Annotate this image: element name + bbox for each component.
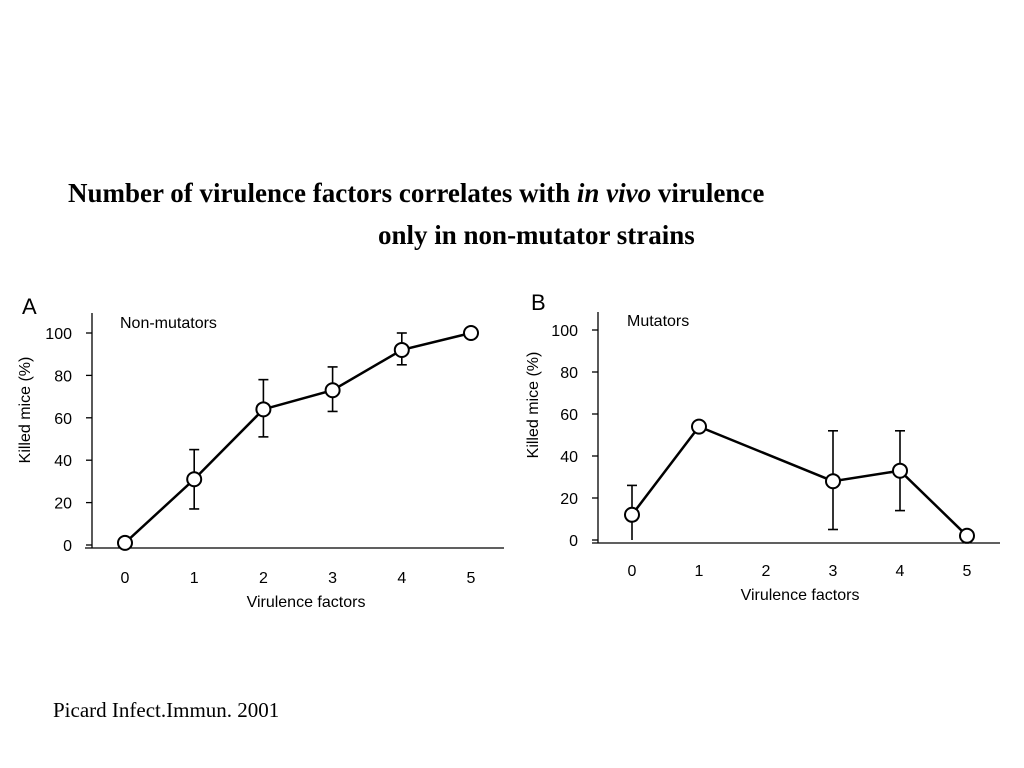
- data-point: [825, 473, 841, 490]
- panel-label: A: [22, 294, 37, 319]
- data-point: [463, 325, 479, 341]
- slide-title-line2: only in non-mutator strains: [378, 220, 695, 250]
- title-text-pre: Number of virulence factors correlates w…: [68, 178, 577, 208]
- y-tick-label: 60: [54, 411, 72, 428]
- x-tick-label: 3: [328, 570, 337, 587]
- x-tick-label: 1: [190, 570, 199, 587]
- series-line: [631, 425, 968, 537]
- data-point: [324, 382, 341, 399]
- x-tick-label: 2: [762, 563, 771, 580]
- x-tick-label: 5: [963, 563, 972, 580]
- chart-panel-a: A Non-mutators 0 20 40 60 80 100 0 1 2 3 4 5 Virulence…: [17, 294, 504, 611]
- data-point: [186, 471, 203, 488]
- x-tick-label: 1: [695, 563, 704, 580]
- y-tick-label: 20: [560, 491, 578, 508]
- y-tick-label: 100: [45, 326, 72, 343]
- x-tick-label: 2: [259, 570, 268, 587]
- data-point: [892, 462, 908, 479]
- y-tick-label: 80: [54, 368, 72, 385]
- citation: Picard Infect.Immun. 2001: [53, 698, 280, 722]
- y-tick-label: 80: [560, 365, 578, 382]
- chart-title: Non-mutators: [120, 315, 217, 332]
- title-text-post: virulence: [651, 178, 765, 208]
- data-point: [959, 527, 975, 544]
- title-text-italic: in vivo: [576, 178, 652, 208]
- x-tick-label: 4: [397, 570, 406, 587]
- x-tick-label: 3: [829, 563, 838, 580]
- x-tick-label: 0: [628, 563, 637, 580]
- y-tick-label: 40: [54, 453, 72, 470]
- y-tick-label: 40: [560, 449, 578, 466]
- data-point: [624, 506, 640, 523]
- y-tick-label: 60: [560, 407, 578, 424]
- slide-title-line1: Number of virulence factors correlates w…: [68, 172, 764, 214]
- data-point: [117, 534, 133, 551]
- y-axis-label: Killed mice (%): [17, 357, 34, 464]
- y-tick-label: 20: [54, 496, 72, 513]
- series-line: [124, 331, 472, 544]
- data-point: [255, 401, 272, 418]
- data-point: [691, 418, 707, 435]
- x-axis-label: Virulence factors: [741, 587, 860, 604]
- x-tick-label: 0: [121, 570, 130, 587]
- x-tick-label: 4: [896, 563, 905, 580]
- y-tick-label: 100: [551, 323, 578, 340]
- chart-panel-b: B Mutators 0 20 40 60 80 100 0 1 2 3 4 5 Virulence fac…: [525, 290, 1000, 604]
- y-tick-label: 0: [63, 538, 72, 555]
- data-point: [393, 341, 410, 358]
- x-tick-label: 5: [467, 570, 476, 587]
- panel-label: B: [531, 290, 546, 315]
- chart-title: Mutators: [627, 313, 689, 330]
- y-axis-label: Killed mice (%): [525, 352, 542, 459]
- x-axis-label: Virulence factors: [247, 594, 366, 611]
- y-tick-label: 0: [569, 533, 578, 550]
